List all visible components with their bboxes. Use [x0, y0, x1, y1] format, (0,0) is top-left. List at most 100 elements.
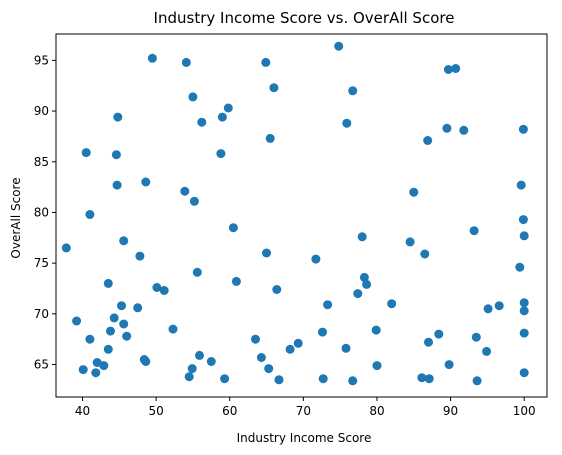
y-tick-label: 90	[34, 104, 49, 118]
data-point	[159, 286, 169, 295]
data-point	[180, 186, 190, 196]
data-point	[147, 53, 157, 63]
data-point	[424, 374, 434, 384]
data-point	[109, 313, 119, 323]
data-point	[348, 86, 358, 96]
data-point	[189, 196, 199, 206]
y-tick-label: 95	[34, 53, 49, 67]
data-point	[518, 124, 528, 134]
data-point	[256, 353, 266, 362]
data-point	[311, 254, 321, 264]
data-point	[341, 343, 351, 353]
data-point	[195, 350, 204, 360]
data-point	[518, 215, 528, 225]
data-point	[459, 125, 469, 135]
data-point	[318, 374, 328, 384]
data-point	[106, 326, 115, 336]
data-point	[113, 112, 123, 122]
data-point	[251, 334, 260, 344]
data-point	[483, 304, 493, 314]
x-axis-label: Industry Income Score	[237, 431, 372, 445]
data-point	[472, 376, 482, 386]
data-point	[469, 226, 479, 236]
data-point	[168, 324, 178, 334]
x-tick-label: 70	[296, 404, 311, 418]
data-point	[417, 373, 427, 383]
data-point	[451, 64, 461, 73]
data-point	[262, 248, 271, 258]
data-point	[423, 136, 433, 145]
data-point	[72, 316, 82, 326]
data-point	[206, 357, 216, 366]
x-tick-label: 40	[75, 404, 90, 418]
y-tick-label: 80	[34, 205, 49, 219]
x-tick-label: 100	[513, 404, 536, 418]
data-point	[334, 41, 344, 51]
data-point	[444, 360, 454, 370]
data-point	[318, 327, 327, 337]
data-point	[111, 150, 121, 160]
data-point	[516, 180, 526, 190]
data-point	[362, 279, 372, 289]
data-point	[293, 338, 303, 348]
data-point	[197, 117, 207, 127]
data-point	[187, 364, 197, 374]
data-point	[420, 249, 430, 259]
data-point	[223, 103, 233, 113]
data-point	[231, 276, 241, 286]
data-point	[371, 325, 381, 335]
y-tick-label: 75	[34, 256, 49, 270]
data-point	[261, 57, 271, 67]
data-point	[272, 285, 282, 294]
data-point	[217, 112, 227, 122]
data-point	[348, 376, 358, 386]
x-tick-label: 80	[369, 404, 384, 418]
data-point	[269, 83, 279, 93]
data-point	[442, 123, 452, 133]
data-point	[285, 344, 295, 354]
data-point	[387, 299, 397, 309]
y-tick-label: 85	[34, 155, 49, 169]
data-point	[434, 329, 444, 339]
data-point	[220, 374, 230, 384]
data-point	[141, 177, 151, 187]
data-point	[122, 331, 132, 341]
data-point	[424, 337, 433, 347]
data-point	[152, 283, 162, 292]
data-point	[85, 210, 95, 219]
y-axis-label: OverAll Score	[9, 177, 23, 258]
y-tick-label: 70	[34, 307, 49, 321]
data-point	[119, 236, 129, 246]
data-point	[135, 251, 145, 261]
data-point	[471, 332, 481, 342]
data-point	[405, 237, 415, 247]
data-point	[61, 243, 71, 253]
data-point	[85, 334, 95, 344]
data-point	[482, 346, 492, 356]
chart-title: Industry Income Score vs. OverAll Score	[154, 9, 455, 27]
data-point	[409, 187, 419, 197]
data-point	[181, 57, 191, 67]
plot-frame	[55, 33, 548, 398]
data-point	[443, 65, 453, 74]
data-point	[274, 375, 284, 385]
data-point	[141, 357, 151, 366]
data-point	[519, 298, 529, 308]
x-axis-ticks: 40 50 60 70 80 90 100	[75, 397, 536, 418]
data-point	[91, 368, 101, 378]
data-point	[81, 148, 91, 158]
data-point	[372, 361, 382, 371]
data-point	[228, 223, 238, 233]
data-point	[117, 301, 126, 311]
data-point	[112, 180, 122, 190]
y-tick-label: 65	[34, 358, 49, 372]
data-point	[494, 301, 504, 311]
data-point	[264, 364, 274, 374]
data-point	[184, 372, 194, 382]
data-point	[342, 118, 352, 128]
data-point	[103, 344, 113, 354]
data-point	[265, 133, 275, 143]
data-point	[515, 262, 525, 272]
